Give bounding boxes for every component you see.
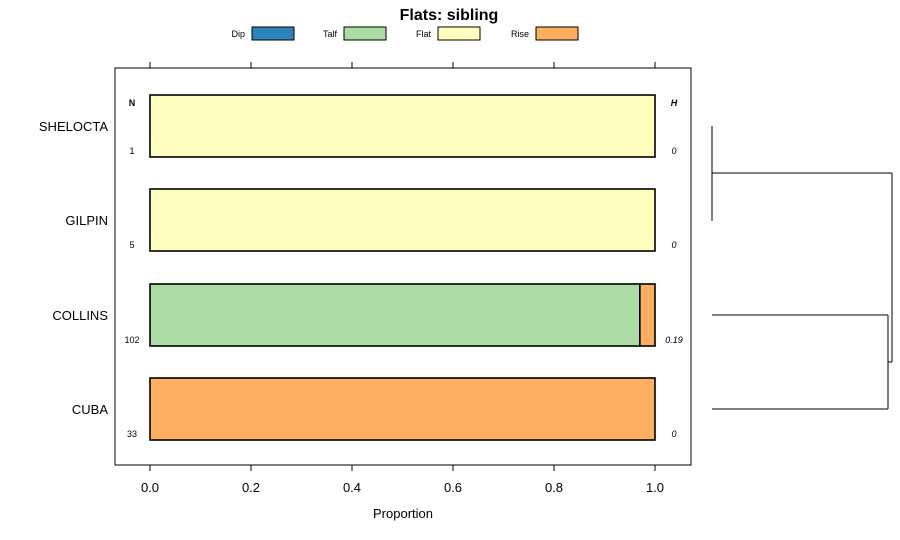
row-label-gilpin: GILPIN: [65, 213, 108, 228]
legend-label-rise: Rise: [511, 29, 529, 39]
legend-swatch-flat: [437, 26, 481, 41]
x-tick-label: 0.6: [444, 480, 462, 495]
legend-swatch-dip: [251, 26, 295, 41]
x-axis-title: Proportion: [373, 506, 433, 521]
plot-panel: [114, 67, 692, 466]
chart-title: Flats: sibling: [400, 7, 499, 24]
row-labels: SHELOCTA GILPIN COLLINS CUBA: [39, 119, 108, 417]
n-value-gilpin: 5: [129, 240, 134, 250]
legend-label-talf: Talf: [323, 29, 338, 39]
legend: Dip Talf Flat Rise: [231, 26, 579, 41]
bar-cuba-rise: [149, 377, 656, 441]
x-axis: 0.0 0.2 0.4 0.6 0.8 1.0: [141, 62, 664, 495]
n-value-cuba: 33: [127, 429, 137, 439]
h-value-cuba: 0: [671, 429, 676, 439]
legend-swatch-talf: [343, 26, 387, 41]
bar-shelocta-flat: [149, 94, 656, 158]
x-tick-label: 0.0: [141, 480, 159, 495]
n-header: N: [129, 98, 136, 108]
x-tick-label: 0.8: [545, 480, 563, 495]
dendrogram: [711, 126, 893, 410]
row-label-cuba: CUBA: [72, 402, 108, 417]
legend-label-dip: Dip: [231, 29, 245, 39]
legend-swatch-rise: [535, 26, 579, 41]
bar-gilpin-flat: [149, 188, 656, 252]
h-value-collins: 0.19: [665, 335, 683, 345]
bar-collins-talf: [149, 283, 641, 347]
x-tick-label: 0.4: [343, 480, 361, 495]
bar-collins-rise: [639, 283, 656, 347]
legend-label-flat: Flat: [416, 29, 432, 39]
n-value-shelocta: 1: [129, 146, 134, 156]
h-header: H: [671, 98, 678, 108]
row-label-shelocta: SHELOCTA: [39, 119, 108, 134]
x-tick-label: 0.2: [242, 480, 260, 495]
row-label-collins: COLLINS: [52, 308, 108, 323]
h-value-gilpin: 0: [671, 240, 676, 250]
x-tick-label: 1.0: [646, 480, 664, 495]
n-value-collins: 102: [124, 335, 139, 345]
bars: [149, 94, 656, 441]
h-value-shelocta: 0: [671, 146, 676, 156]
